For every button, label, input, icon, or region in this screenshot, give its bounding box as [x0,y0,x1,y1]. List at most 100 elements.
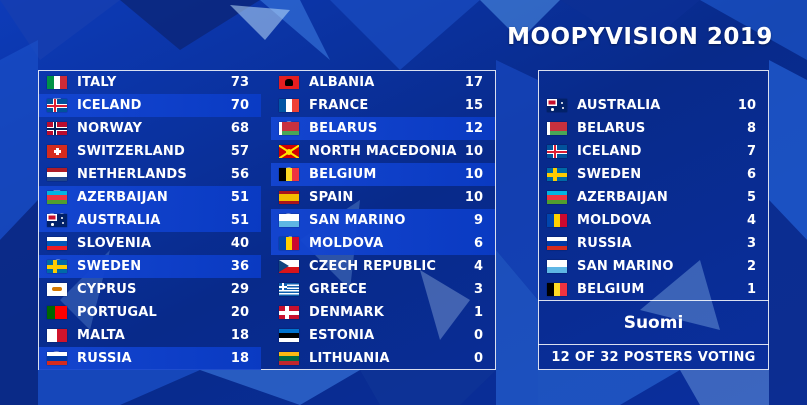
country-name: SWEDEN [577,167,642,182]
scoreboard-row: NORWAY 68 [39,117,261,140]
scoreboard-row: ALBANIA 17 [271,71,495,94]
scoreboard-row: ESTONIA 0 [271,324,495,347]
points-given: 7 [746,144,756,159]
country-name: DENMARK [309,305,385,320]
country-name: SAN MARINO [309,213,406,228]
netherlands-flag-icon [47,168,67,181]
scoreboard-row: 4MOLDOVA6 [271,232,495,255]
scoreboard-row: FRANCE 15 [271,94,495,117]
scoreboard-row: 5AZERBAIJAN51 [39,186,261,209]
scoreboard-row: NETHERLANDS 56 [39,163,261,186]
total-score: 20 [230,305,249,320]
sweden-flag-icon [547,168,567,181]
vote-row: AUSTRALIA 10 [539,94,767,117]
vote-row: ICELAND 7 [539,140,767,163]
points-given: 2 [746,259,756,274]
total-score: 73 [230,75,249,90]
australia-flag-icon [47,214,67,227]
country-name: SAN MARINO [577,259,674,274]
scoreboard-row: SPAIN 10 [271,186,495,209]
country-name: NETHERLANDS [77,167,187,182]
total-score: 1 [473,305,483,320]
moldova-flag-icon [279,237,299,250]
lithuania-flag-icon [279,352,299,365]
scoreboard-row: MALTA 18 [39,324,261,347]
norway-flag-icon [47,122,67,135]
total-score: 3 [473,282,483,297]
cyprus-flag-icon [47,283,67,296]
scoreboard-row: DENMARK 1 [271,301,495,324]
country-name: ALBANIA [309,75,375,90]
country-name: RUSSIA [77,351,132,366]
country-name: SWITZERLAND [77,144,185,159]
total-score: 0 [473,328,483,343]
points-given: 3 [746,236,756,251]
total-score: 10 [464,167,483,182]
italy-flag-icon [47,76,67,89]
country-name: ICELAND [577,144,642,159]
country-name: MOLDOVA [309,236,384,251]
country-name: SPAIN [309,190,354,205]
country-name: BELARUS [577,121,646,136]
page-title: MOOPYVISION 2019 [507,24,773,50]
total-score: 4 [473,259,483,274]
total-score: 17 [464,75,483,90]
country-name: MALTA [77,328,126,343]
scoreboard-row: CYPRUS 29 [39,278,261,301]
scoreboard-row: SWITZERLAND 57 [39,140,261,163]
country-name: AZERBAIJAN [577,190,668,205]
country-name: AUSTRALIA [77,213,161,228]
portugal-flag-icon [47,306,67,319]
country-name: CYPRUS [77,282,137,297]
country-name: SWEDEN [77,259,142,274]
russia-flag-icon [547,237,567,250]
country-name: ICELAND [77,98,142,113]
total-score: 51 [230,190,249,205]
scoreboard-row: CZECH REPUBLIC 4 [271,255,495,278]
total-score: 68 [230,121,249,136]
country-name: BELARUS [309,121,378,136]
country-name: LITHUANIA [309,351,390,366]
sanmarino-flag-icon [547,260,567,273]
total-score: 29 [230,282,249,297]
total-score: 51 [230,213,249,228]
australia-flag-icon [547,99,567,112]
vote-row: SWEDEN 6 [539,163,767,186]
scoreboard-row: SLOVENIA 40 [39,232,261,255]
total-score: 57 [230,144,249,159]
belarus-flag-icon [279,122,299,135]
total-score: 0 [473,351,483,366]
total-score: 12 [464,121,483,136]
scoreboard-row: NORTH MACEDONIA 10 [271,140,495,163]
russia-flag-icon [47,352,67,365]
country-name: NORWAY [77,121,143,136]
belgium-flag-icon [547,283,567,296]
country-name: BELGIUM [577,282,645,297]
scoreboard-row: GREECE 3 [271,278,495,301]
sanmarino-flag-icon [279,214,299,227]
vote-row: RUSSIA 3 [539,232,767,255]
scoreboard-row: ITALY 73 [39,71,261,94]
country-name: GREECE [309,282,368,297]
total-score: 18 [230,351,249,366]
country-name: CZECH REPUBLIC [309,259,437,274]
total-score: 6 [473,236,483,251]
country-name: NORTH MACEDONIA [309,144,457,159]
czech-flag-icon [279,260,299,273]
voting-status: 12 OF 32 POSTERS VOTING [538,344,769,370]
voter-name: Suomi [538,300,769,344]
total-score: 10 [464,190,483,205]
iceland-flag-icon [47,99,67,112]
country-name: SLOVENIA [77,236,152,251]
country-name: BELGIUM [309,167,377,182]
country-name: MOLDOVA [577,213,652,228]
scoreboard-row: 3RUSSIA18 [39,347,261,370]
country-name: ITALY [77,75,117,90]
country-name: RUSSIA [577,236,632,251]
points-given: 5 [746,190,756,205]
spain-flag-icon [279,191,299,204]
